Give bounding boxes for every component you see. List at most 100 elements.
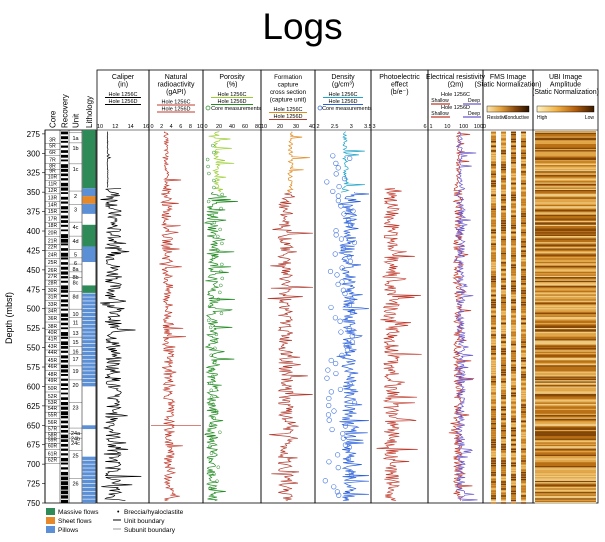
core-label: 5R [49, 144, 56, 150]
x-tick-label: 40 [309, 124, 315, 130]
ubi-texture-band [535, 418, 596, 421]
recovery-bar [61, 341, 68, 346]
fms-texture-band [521, 360, 526, 362]
fms-texture-band [521, 318, 526, 320]
fms-texture-band [511, 346, 516, 348]
fms-texture-band [521, 485, 526, 488]
fms-texture-band [491, 406, 496, 409]
fms-texture-band [501, 236, 506, 238]
fms-texture-band [511, 439, 516, 441]
fms-texture-band [491, 327, 496, 329]
ubi-texture-band [535, 260, 596, 263]
fms-texture-band [491, 318, 496, 320]
fms-texture-band [511, 313, 516, 315]
ubi-texture-band [535, 474, 596, 477]
recovery-bar [61, 308, 68, 311]
legend-entry: Deep [468, 111, 480, 117]
fms-texture-band [491, 446, 496, 448]
ubi-texture-band [535, 268, 596, 270]
density-core-measurement [339, 265, 345, 271]
recovery-bar [61, 248, 68, 251]
fms-texture-band [501, 374, 506, 376]
fms-texture-band [511, 332, 516, 334]
fms-texture-band [501, 227, 506, 229]
core-label: 30R [48, 288, 58, 294]
fms-texture-band [521, 420, 526, 423]
fms-texture-band [511, 192, 516, 194]
fms-texture-band [491, 264, 496, 266]
recovery-bar [61, 173, 68, 177]
fms-texture-band [491, 320, 496, 322]
fms-texture-band [491, 462, 496, 465]
fms-texture-band [491, 215, 496, 217]
fms-texture-band [491, 420, 496, 423]
ubi-texture-band [535, 265, 596, 268]
ubi-texture-band [535, 137, 596, 140]
unit-label: 24c [71, 441, 80, 447]
fms-texture-band [511, 469, 516, 472]
fms-texture-band [501, 353, 506, 355]
fms-texture-band [491, 322, 496, 325]
ubi-texture-band [535, 325, 596, 327]
fms-texture-band [511, 168, 516, 171]
ubi-texture-band [535, 433, 596, 435]
ubi-texture-band [535, 482, 596, 484]
fms-texture-band [521, 187, 526, 190]
ubi-texture-band [535, 234, 596, 237]
density-core-measurement [349, 472, 355, 478]
ubi-texture-band [535, 371, 596, 373]
recovery-bar [61, 192, 68, 194]
recovery-column-header: Recovery [61, 94, 70, 128]
ubi-texture-band [535, 300, 596, 302]
fms-texture-band [491, 427, 496, 430]
ubi-texture-band [535, 396, 596, 398]
fms-texture-band [491, 364, 496, 367]
fms-texture-band [521, 357, 526, 360]
fms-texture-band [501, 297, 506, 299]
ubi-texture-band [535, 240, 596, 243]
fms-texture-band [501, 434, 506, 437]
fms-texture-band [511, 443, 516, 446]
density-core-measurement [351, 239, 358, 246]
fms-texture-band [511, 371, 516, 374]
fms-texture-band [491, 238, 496, 241]
fms-texture-band [491, 145, 496, 148]
fms-texture-band [511, 376, 516, 378]
density-core-measurement [322, 478, 328, 484]
fms-texture-band [511, 353, 516, 355]
core-label: 11R [48, 182, 57, 188]
recovery-bar [61, 196, 68, 200]
ubi-texture-band [535, 158, 596, 161]
fms-texture-band [521, 189, 526, 192]
density-core-measurement [333, 160, 339, 166]
fms-texture-band [511, 229, 516, 231]
fms-texture-band [521, 315, 526, 318]
recovery-bar [61, 178, 68, 181]
fms-texture-band [521, 236, 526, 238]
fms-texture-band [511, 350, 516, 353]
fms-texture-band [521, 355, 526, 357]
ubi-texture-band [535, 296, 596, 299]
fms-texture-band [491, 457, 496, 460]
density-core-measurement [335, 165, 341, 171]
ubi-texture-band [535, 492, 596, 494]
fms-texture-band [491, 243, 496, 245]
fms-texture-band [501, 336, 506, 339]
fms-texture-band [521, 145, 526, 148]
fms-texture-band [491, 140, 496, 143]
fms-texture-band [491, 178, 496, 180]
ubi-texture-band [535, 203, 596, 205]
core-column-header: Core [49, 110, 58, 128]
density-core-measurement [342, 291, 348, 297]
fms-texture-band [491, 294, 496, 297]
fms-texture-band [491, 308, 496, 311]
fms-texture-band [491, 341, 496, 343]
fms-texture-band [501, 164, 506, 166]
legend-entry: Deep [468, 98, 480, 104]
ubi-texture-band [535, 461, 596, 463]
recovery-bar [61, 159, 68, 162]
fms-texture-band [491, 257, 496, 259]
recovery-bar [61, 481, 68, 486]
ubi-texture-band [535, 319, 596, 321]
porosity-core-measurement [212, 185, 216, 190]
